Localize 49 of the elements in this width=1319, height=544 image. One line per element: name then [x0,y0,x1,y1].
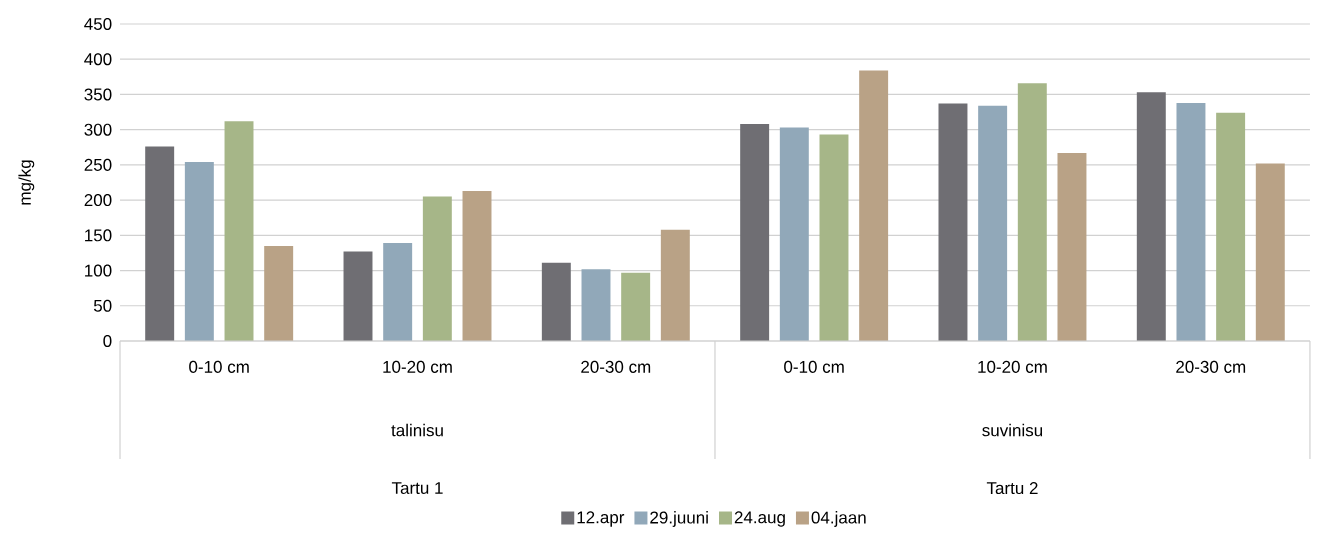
x-tick-label: 0-10 cm [189,360,249,373]
bar [184,162,214,341]
bar [819,134,849,341]
bar [462,190,492,341]
x-tick-label: 10-20 cm [978,360,1047,373]
bar [541,262,571,341]
bar [740,124,770,341]
bar [938,103,968,341]
bar [264,245,294,341]
bar [422,196,452,341]
bar [343,251,373,341]
y-tick-label: 200 [84,194,112,207]
bar [621,272,651,341]
y-tick-label: 300 [84,123,112,136]
bar [1176,102,1206,341]
legend-label: 24.aug [734,511,785,527]
text: Tartu 1 [391,482,443,495]
bar [1216,112,1246,341]
y-tick-label: 250 [84,158,112,171]
legend-label: 29.juuni [650,511,708,527]
y-axis-title: mg/kg [18,160,35,205]
bar [1057,152,1087,341]
bar [1017,83,1047,341]
y-tick-label: 450 [84,17,112,31]
x-tick-label: 20-30 cm [581,360,651,373]
x-tick-label: 20-30 cm [1176,360,1246,373]
text: Tartu 2 [986,482,1038,495]
bar [145,146,175,341]
bar [1255,163,1285,341]
bar [660,229,690,341]
y-tick-label: 100 [85,264,112,277]
y-tick-label: 0 [103,334,112,348]
text: talinisu [391,423,443,437]
bar [383,243,413,341]
bar [978,105,1008,341]
x-tick-label: 10-20 cm [383,360,452,373]
legend-label: 04.jaan [811,511,866,527]
legend-label: 12.apr [577,511,625,527]
text: suvinisu [982,423,1043,437]
bar [224,121,254,341]
bar [581,269,611,341]
y-tick-label: 400 [84,53,112,66]
bar [859,70,889,341]
y-tick-label: 150 [85,229,112,242]
y-tick-label: 350 [84,88,112,101]
bar [779,127,809,341]
y-tick-label: 50 [93,299,112,312]
x-tick-label: 0-10 cm [784,360,844,373]
bar [1136,92,1166,341]
